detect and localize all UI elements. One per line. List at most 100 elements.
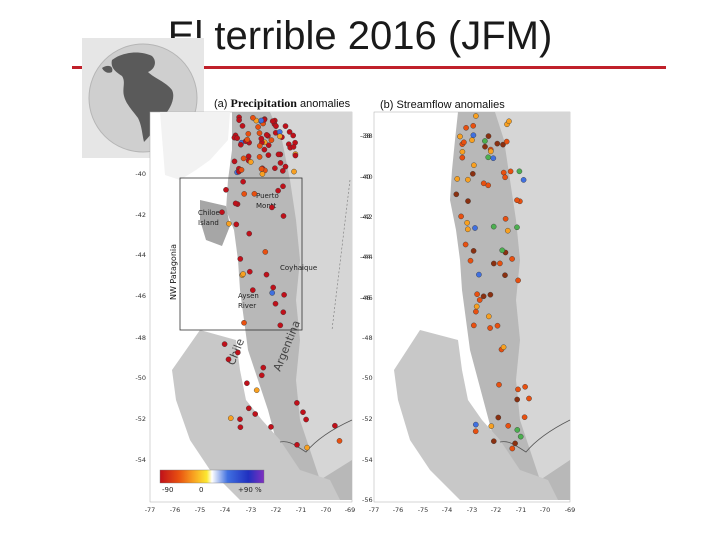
station-marker: [494, 140, 501, 147]
station-marker: [526, 395, 532, 402]
station-marker: [265, 152, 272, 158]
station-marker: [226, 220, 232, 227]
station-marker: [472, 428, 479, 435]
station-marker: [473, 113, 479, 119]
station-marker: [459, 154, 466, 161]
panel-b-lon-tick: -71: [516, 506, 527, 514]
station-marker: [221, 341, 228, 347]
station-marker: [509, 445, 516, 452]
station-marker: [280, 183, 286, 190]
station-marker: [233, 221, 240, 228]
station-marker: [261, 146, 268, 153]
station-marker: [246, 268, 253, 275]
station-marker: [237, 256, 244, 262]
station-marker: [239, 123, 246, 129]
station-marker: [232, 200, 239, 207]
station-marker: [227, 415, 234, 422]
station-marker: [282, 163, 289, 170]
station-marker: [268, 424, 274, 430]
panel-a-lon-tick: -75: [195, 506, 206, 514]
panel-b-lat-tick: -44: [362, 253, 373, 261]
station-marker: [480, 293, 487, 300]
station-marker: [256, 143, 263, 149]
station-marker: [256, 154, 263, 160]
station-marker: [252, 411, 258, 417]
station-marker: [472, 225, 478, 231]
station-marker: [470, 248, 477, 254]
panel-a-lat-tick: -40: [135, 170, 146, 178]
panel-a-lon-tick: -70: [321, 506, 332, 514]
station-marker: [304, 444, 310, 451]
station-marker: [286, 129, 293, 135]
station-marker: [488, 423, 495, 429]
panel-a-lon-axis: -77 -76 -75 -74 -73 -72 -71 -70 -69: [145, 506, 356, 514]
station-marker: [507, 168, 514, 175]
station-marker: [270, 284, 277, 291]
station-marker: [462, 241, 469, 248]
station-marker: [454, 176, 461, 182]
station-marker: [241, 319, 247, 326]
station-marker: [263, 271, 270, 278]
aysen-label-2: River: [238, 302, 256, 310]
station-marker: [487, 291, 494, 298]
station-marker: [487, 148, 494, 155]
panel-b-lat-tick: -46: [362, 294, 373, 302]
station-marker: [237, 416, 243, 423]
station-marker: [269, 204, 275, 211]
station-marker: [244, 380, 250, 387]
station-marker: [249, 287, 256, 293]
station-marker: [490, 223, 497, 230]
panel-a-lon-tick: -76: [170, 506, 181, 514]
station-marker: [241, 191, 247, 197]
panel-a-lat-tick-right: -40: [360, 173, 371, 181]
panel-a-lat-tick: -54: [135, 456, 146, 464]
station-marker: [490, 155, 497, 161]
nw-patagonia-label: NW Patagonia: [169, 244, 178, 300]
station-marker: [514, 396, 521, 403]
station-marker: [500, 344, 507, 351]
panel-a-lon-tick: -71: [296, 506, 307, 514]
station-marker: [294, 400, 300, 406]
aysen-label-1: Aysen: [238, 292, 259, 300]
panel-a-suffix: anomalies: [300, 98, 351, 110]
station-marker: [515, 386, 521, 393]
station-marker: [469, 137, 475, 143]
station-marker: [258, 166, 265, 172]
station-marker: [453, 191, 460, 198]
chiloe-label-1: Chiloe: [198, 209, 220, 217]
station-marker: [461, 139, 467, 146]
panel-b-lat-tick: -52: [362, 415, 373, 423]
panel-b-lat-axis: -38 -40 -42 -44 -46 -48 -50 -52 -54 -56: [362, 132, 373, 504]
station-marker: [476, 297, 483, 303]
station-marker: [245, 405, 252, 412]
panel-a-lat-axis-left: -40 -42 -44 -46 -48 -50 -52 -54: [135, 170, 146, 464]
nw-patagonia-box: [179, 177, 303, 331]
station-marker: [470, 322, 477, 329]
station-marker: [336, 438, 343, 444]
panel-b-lat-tick: -42: [362, 213, 373, 221]
station-marker: [234, 135, 240, 141]
station-marker: [300, 409, 306, 416]
station-marker: [502, 272, 508, 279]
slide-title: El terrible 2016 (JFM): [167, 14, 553, 58]
station-marker: [514, 197, 520, 203]
station-marker: [497, 260, 503, 267]
station-marker: [258, 117, 265, 124]
station-marker: [280, 213, 287, 219]
station-marker: [290, 132, 297, 139]
panel-b-lat-tick: -48: [362, 334, 373, 342]
panel-a-lat-tick: -46: [135, 292, 146, 300]
panel-b-label: (b) Streamflow anomalies: [380, 99, 505, 111]
panel-b-lon-axis: -77 -76 -75 -74 -73 -72 -71 -70 -69: [369, 506, 576, 514]
panel-b-lon-tick: -73: [467, 506, 478, 514]
station-marker: [245, 130, 252, 137]
station-marker: [469, 170, 476, 177]
station-marker: [292, 152, 299, 159]
panel-a-map: [149, 111, 353, 503]
station-marker: [276, 133, 283, 140]
station-marker: [490, 438, 497, 445]
station-marker: [459, 148, 466, 155]
station-marker: [237, 141, 244, 148]
station-marker: [521, 414, 528, 421]
